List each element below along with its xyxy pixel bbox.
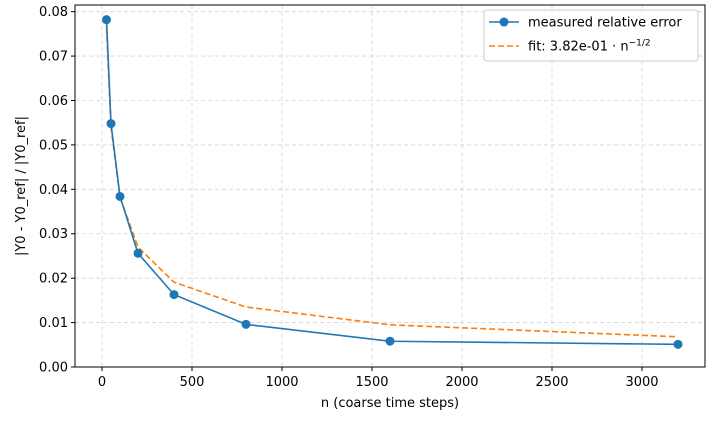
plot-frame	[74, 4, 706, 368]
legend-entry-fit-main: fit: 3.82e-01 · n	[528, 40, 629, 55]
y-tick-label: 0.07	[39, 50, 68, 65]
series-measured-point	[385, 336, 395, 346]
x-tick-label: 500	[180, 375, 205, 390]
x-axis-label: n (coarse time steps)	[321, 396, 459, 411]
y-tick-label: 0.01	[39, 316, 68, 331]
series-measured-point	[115, 191, 125, 201]
x-tick-label: 3000	[625, 375, 658, 390]
legend-entry-fit-exponent: −1/2	[629, 39, 651, 49]
series-measured-point	[106, 119, 116, 129]
legend: measured relative error fit: 3.82e-01 · …	[483, 9, 699, 62]
y-tick-label: 0.02	[39, 272, 68, 287]
series-layer	[102, 15, 683, 349]
ticks: 0 500 1000 1500 2000 2500 3000 0.00 0.01 0.02 0.03…	[39, 5, 659, 390]
x-tick-label: 1000	[265, 375, 298, 390]
series-measured-point	[169, 290, 179, 300]
y-tick-label: 0.08	[39, 5, 68, 20]
x-tick-label: 1500	[355, 375, 388, 390]
y-tick-label: 0.05	[39, 138, 68, 153]
series-measured-point	[241, 319, 251, 329]
legend-swatch-measured-marker	[499, 17, 509, 27]
y-tick-label: 0.04	[39, 183, 68, 198]
legend-entry-fit: fit: 3.82e-01 · n−1/2	[528, 39, 651, 55]
x-tick-label: 2500	[535, 375, 568, 390]
series-measured-line	[105, 19, 679, 346]
y-tick-label: 0.00	[39, 361, 68, 376]
x-tick-label: 0	[98, 375, 106, 390]
y-axis-label: |Y0 - Y0_ref| / |Y0_ref|	[14, 116, 29, 256]
y-tick-label: 0.03	[39, 227, 68, 242]
x-tick-label: 2000	[445, 375, 478, 390]
legend-box	[483, 9, 699, 62]
y-tick-label: 0.06	[39, 94, 68, 109]
series-measured-point	[102, 15, 111, 25]
legend-entry-measured: measured relative error	[528, 16, 682, 31]
series-measured-point	[673, 339, 683, 349]
series-measured-point	[133, 248, 143, 258]
